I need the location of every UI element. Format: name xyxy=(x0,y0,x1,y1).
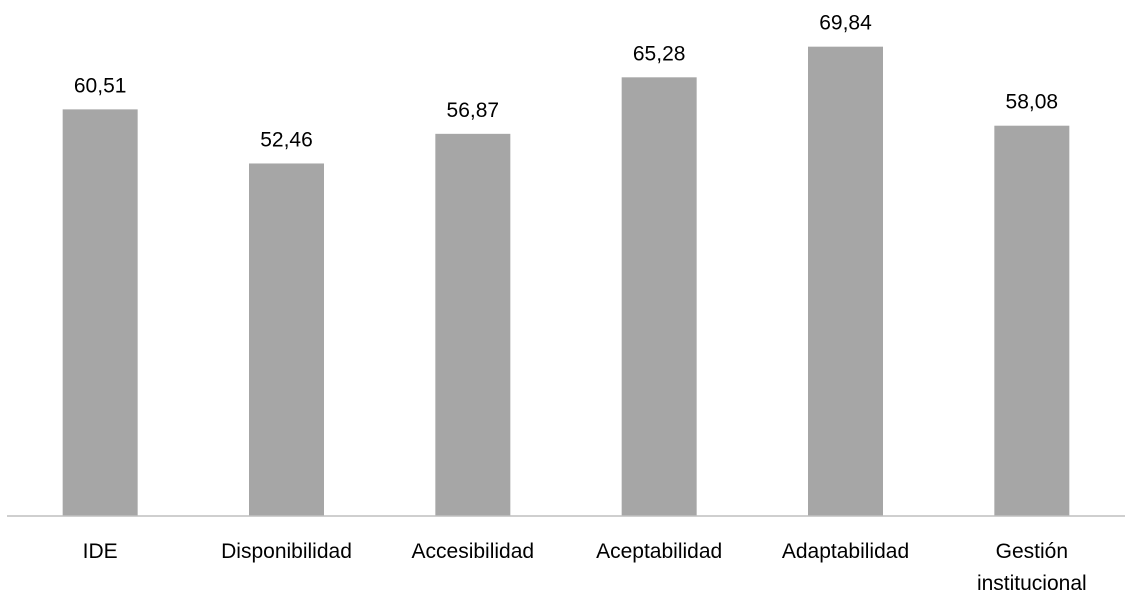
value-labels-group: 60,51 52,46 56,87 65,28 69,84 58,08 xyxy=(74,12,1058,152)
bar xyxy=(994,125,1070,517)
category-label: Aceptabilidad xyxy=(596,540,722,563)
bar xyxy=(249,163,324,516)
bars-group xyxy=(62,46,1070,517)
category-label: IDE xyxy=(83,540,118,563)
data-label: 60,51 xyxy=(74,74,127,97)
bar xyxy=(621,77,697,517)
category-label: Accesibilidad xyxy=(412,540,535,563)
category-label: Disponibilidad xyxy=(221,540,352,563)
data-label: 65,28 xyxy=(633,42,686,65)
bar xyxy=(808,46,883,516)
data-label: 52,46 xyxy=(260,128,313,151)
data-label: 69,84 xyxy=(819,12,872,35)
bar xyxy=(435,133,511,516)
data-label: 58,08 xyxy=(1006,91,1059,114)
category-label: institucional xyxy=(977,572,1087,595)
category-labels-group: IDE Disponibilidad Accesibilidad Aceptabili… xyxy=(83,540,1087,595)
data-label: 56,87 xyxy=(447,99,500,122)
category-label: Adaptabilidad xyxy=(782,540,909,563)
bar xyxy=(62,109,138,516)
category-label: Gestión xyxy=(996,540,1068,563)
